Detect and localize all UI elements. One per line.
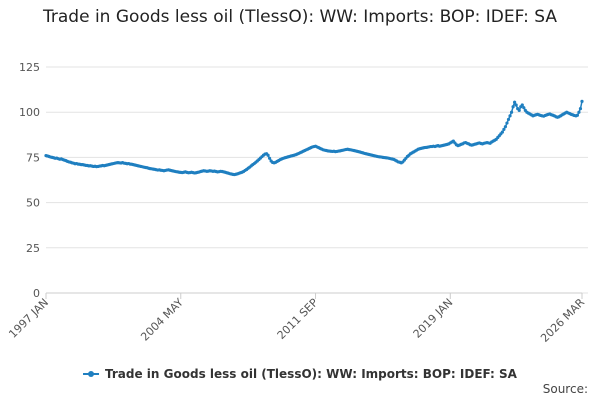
y-tick-label: 100 <box>19 106 40 119</box>
point <box>505 121 509 125</box>
point <box>513 100 517 104</box>
point <box>503 125 508 129</box>
source: Source: <box>543 382 588 396</box>
point <box>266 153 270 157</box>
point <box>502 127 506 131</box>
legend-label: Trade in Goods less oil (TlessO): WW: Im… <box>105 367 518 381</box>
point <box>580 99 584 103</box>
point <box>520 103 524 107</box>
y-tick-label: 0 <box>33 287 40 300</box>
y-tick-label: 25 <box>26 242 40 255</box>
point <box>511 105 515 109</box>
y-tick-label: 125 <box>19 61 40 74</box>
y-tick-label: 50 <box>26 197 40 210</box>
point <box>267 156 272 160</box>
x-tick-label: 1997 JAN <box>6 296 51 341</box>
x-tick-label: 2004 MAY <box>138 296 186 344</box>
point <box>522 106 526 110</box>
point <box>575 113 580 117</box>
point <box>517 108 521 112</box>
point <box>578 106 583 111</box>
chart-title: Trade in Goods less oil (TlessO): WW: Im… <box>43 7 557 27</box>
y-tick-label: 75 <box>26 151 40 164</box>
point <box>500 130 504 134</box>
legend-marker <box>88 371 95 377</box>
point <box>577 110 581 114</box>
x-tick-label: 2011 SEP <box>275 296 321 342</box>
x-tick-label: 2026 MAR <box>538 296 587 345</box>
point <box>514 103 518 107</box>
point <box>509 110 514 114</box>
point <box>508 114 512 118</box>
x-tick-label: 2019 JAN <box>411 296 456 341</box>
point <box>506 117 511 122</box>
